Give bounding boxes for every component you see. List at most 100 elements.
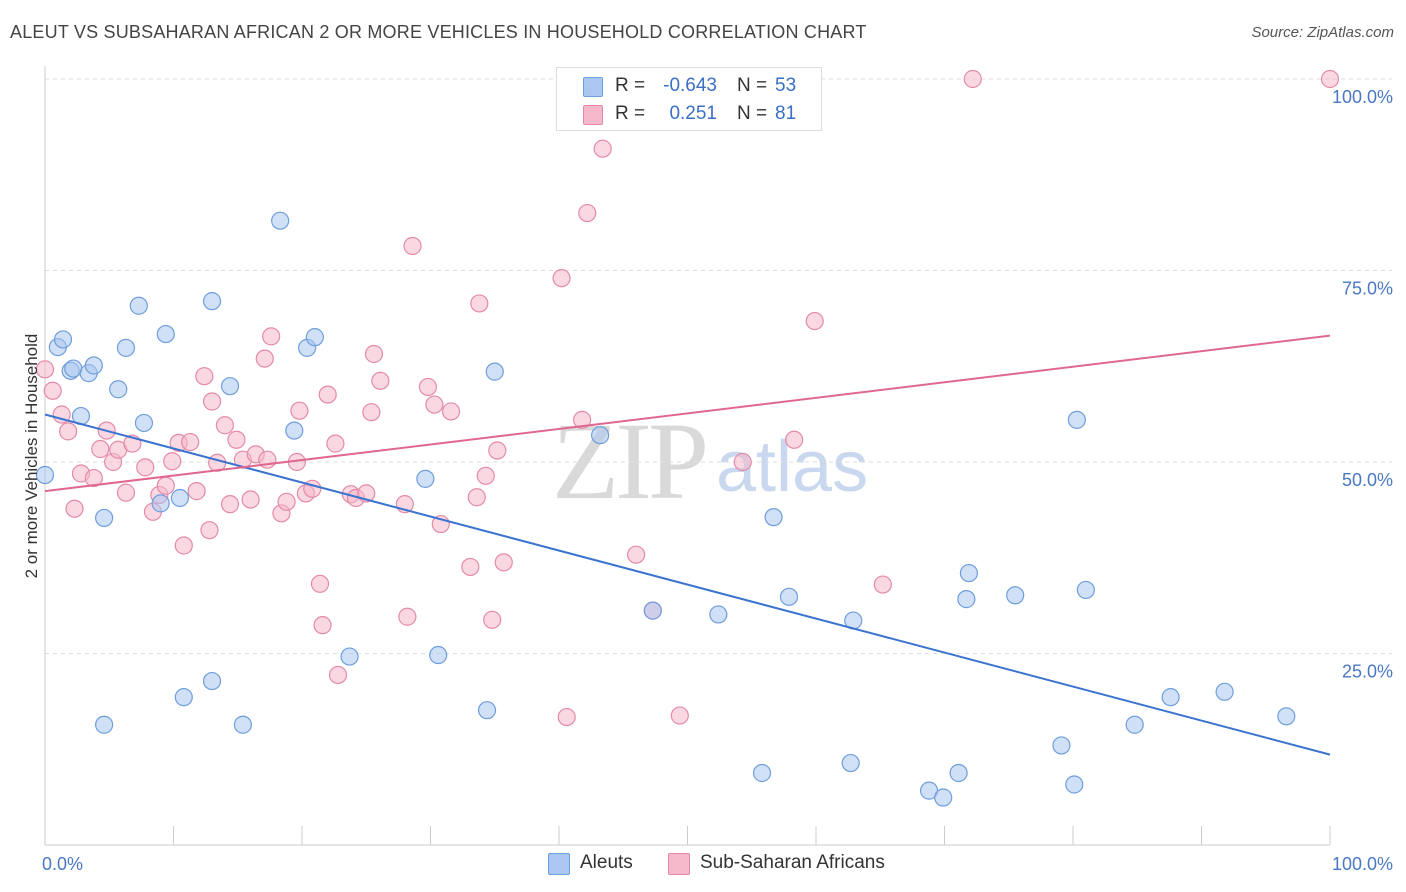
aleut-point bbox=[485, 362, 504, 381]
ssa-legend-swatch bbox=[668, 853, 690, 875]
ssa-point bbox=[467, 488, 486, 507]
stats-row-aleuts: R = -0.643 N = 53 bbox=[557, 72, 821, 100]
aleut-point bbox=[1006, 586, 1025, 605]
ssa-point bbox=[364, 344, 384, 364]
ssa-point bbox=[362, 403, 381, 422]
trend-lines bbox=[44, 334, 1331, 756]
y-tick-label: 50.0% bbox=[1342, 470, 1393, 490]
y-tick-label: 75.0% bbox=[1342, 279, 1393, 299]
aleut-point bbox=[340, 647, 359, 666]
aleut-point bbox=[1052, 736, 1071, 755]
aleut-point bbox=[84, 356, 103, 375]
ssa-point bbox=[483, 610, 502, 629]
ssa-point bbox=[626, 545, 646, 564]
ssa-point bbox=[328, 665, 348, 685]
source-label: Source: ZipAtlas.com bbox=[1251, 24, 1394, 41]
legend-label: Aleuts bbox=[580, 852, 633, 873]
ssa-point bbox=[470, 294, 489, 313]
aleut-point bbox=[233, 715, 252, 734]
ssa-point bbox=[195, 367, 214, 386]
ssa-point bbox=[805, 311, 824, 331]
ssa-point bbox=[441, 402, 461, 421]
ssa-point bbox=[215, 416, 234, 435]
ssa-swatch bbox=[583, 105, 603, 125]
r-value: -0.643 bbox=[663, 75, 717, 96]
aleut-point bbox=[220, 377, 240, 396]
ssa-point bbox=[290, 401, 309, 420]
ssa-point bbox=[557, 707, 576, 727]
aleut-point bbox=[934, 788, 953, 807]
ssa-point bbox=[318, 385, 337, 404]
aleuts-swatch bbox=[583, 77, 603, 97]
ssa-point bbox=[220, 495, 240, 514]
r-label: R = bbox=[615, 103, 646, 124]
aleut-point bbox=[134, 413, 154, 433]
ssa-point bbox=[163, 452, 182, 471]
ssa-point bbox=[255, 349, 274, 368]
x-tick-label: 100.0% bbox=[1332, 854, 1393, 874]
aleut-point bbox=[129, 296, 148, 315]
aleut-point bbox=[64, 359, 83, 378]
aleut-point bbox=[170, 488, 190, 508]
n-label: N = bbox=[737, 103, 768, 124]
ssa-point bbox=[187, 482, 206, 501]
ssa-point bbox=[262, 327, 281, 346]
x-tick-label: 0.0% bbox=[42, 854, 83, 874]
aleut-point bbox=[752, 763, 772, 783]
ssa-point bbox=[310, 574, 330, 593]
aleut-point bbox=[591, 426, 610, 445]
aleut-point bbox=[95, 508, 114, 528]
aleut-point bbox=[174, 688, 193, 707]
ssa-point bbox=[371, 371, 390, 390]
aleut-point bbox=[156, 324, 175, 344]
ssa-point bbox=[200, 521, 219, 540]
aleut-point bbox=[1161, 688, 1180, 707]
aleut-point bbox=[779, 587, 799, 606]
ssa-point bbox=[116, 483, 136, 502]
ssa-point bbox=[873, 575, 892, 594]
ssa-point bbox=[733, 452, 752, 472]
aleut-point bbox=[271, 211, 290, 230]
ssa-trend-line bbox=[44, 334, 1331, 493]
aleut-point bbox=[202, 671, 222, 691]
ssa-point bbox=[785, 430, 804, 449]
aleut-point bbox=[1125, 715, 1144, 734]
ssa-point bbox=[136, 458, 155, 477]
axes bbox=[44, 66, 1331, 846]
n-value: 81 bbox=[775, 103, 797, 124]
data-points bbox=[35, 69, 1340, 807]
aleut-point bbox=[643, 601, 662, 620]
aleut-point bbox=[1065, 775, 1084, 794]
ssa-point bbox=[202, 392, 222, 411]
ssa-point bbox=[403, 236, 422, 256]
aleut-point bbox=[957, 590, 976, 609]
ssa-point bbox=[43, 381, 62, 400]
y-tick-label: 25.0% bbox=[1342, 662, 1393, 682]
ssa-point bbox=[461, 557, 480, 577]
aleut-point bbox=[35, 465, 55, 485]
aleut-point bbox=[109, 380, 128, 399]
ssa-point bbox=[59, 422, 78, 441]
y-tick-label: 100.0% bbox=[1332, 87, 1393, 107]
aleut-point bbox=[116, 338, 136, 357]
ssa-point bbox=[277, 492, 296, 511]
ssa-point bbox=[84, 468, 103, 488]
ssa-point bbox=[398, 607, 417, 626]
r-label: R = bbox=[615, 75, 646, 96]
ssa-point bbox=[174, 536, 193, 555]
ssa-point bbox=[418, 377, 438, 397]
ssa-point bbox=[494, 553, 513, 572]
ssa-point bbox=[313, 616, 332, 635]
aleut-point bbox=[151, 494, 170, 513]
ssa-point bbox=[578, 203, 597, 223]
aleut-point bbox=[305, 328, 324, 347]
ssa-point bbox=[425, 395, 444, 414]
aleut-point bbox=[709, 605, 728, 624]
grid-lines bbox=[45, 78, 1392, 654]
aleut-point bbox=[285, 421, 304, 440]
ssa-point bbox=[552, 269, 571, 288]
ssa-point bbox=[1320, 69, 1340, 89]
aleut-point bbox=[1215, 682, 1234, 701]
ssa-point bbox=[91, 439, 110, 459]
